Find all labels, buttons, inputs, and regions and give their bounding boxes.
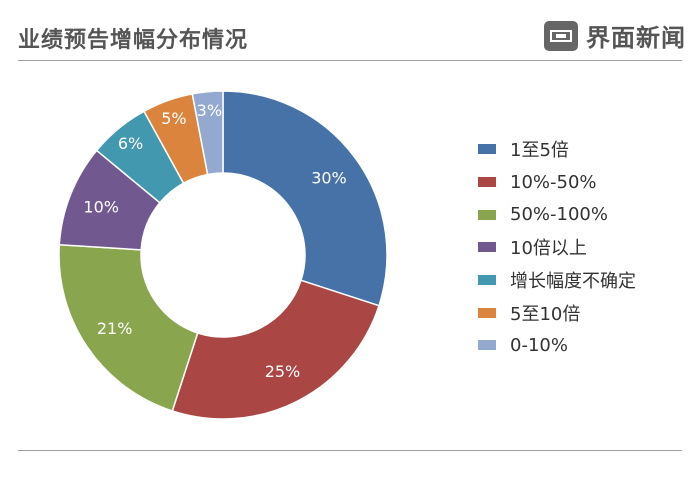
slice-2 [171, 279, 380, 420]
header-divider [18, 60, 682, 61]
legend-label: 5至10倍 [510, 303, 581, 325]
brand: 界面新闻 [544, 18, 686, 53]
legend-swatch [478, 242, 496, 253]
slice-3 [58, 243, 199, 412]
slice-label-1: 30% [311, 169, 347, 188]
legend-item-6: 5至10倍 [478, 296, 636, 329]
legend-label: 10%-50% [510, 171, 597, 193]
slice-label-4: 10% [83, 197, 119, 216]
slice-label-3: 21% [97, 319, 133, 338]
legend-item-5: 增长幅度不确定 [478, 264, 636, 297]
slice-label-2: 25% [265, 362, 301, 381]
legend-swatch [478, 144, 496, 155]
slice-label-5: 6% [118, 134, 143, 153]
legend-swatch [478, 307, 496, 318]
brand-name: 界面新闻 [586, 24, 686, 52]
slice-label-6: 5% [161, 109, 186, 128]
page-title: 业绩预告增幅分布情况 [18, 28, 249, 53]
legend-label: 1至5倍 [510, 140, 569, 162]
legend-item-7: 0-10% [478, 329, 636, 362]
slice-label-7: 3% [197, 101, 222, 120]
footer-divider [18, 450, 682, 451]
legend-label: 50%-100% [510, 204, 608, 226]
legend-swatch [478, 209, 496, 220]
legend-label: 10倍以上 [510, 238, 587, 260]
legend-swatch [478, 340, 496, 351]
brand-logo-icon [544, 20, 578, 51]
legend-item-1: 1至5倍 [478, 133, 636, 166]
legend-item-2: 10%-50% [478, 166, 636, 199]
legend-item-3: 50%-100% [478, 198, 636, 231]
legend-swatch [478, 275, 496, 286]
slice-1 [222, 90, 388, 307]
legend-label: 0-10% [510, 334, 568, 356]
slice-7 [191, 90, 224, 176]
chart-legend: 1至5倍 10%-50% 50%-100% 10倍以上增长幅度不确定 5至10倍 0-10… [478, 133, 636, 362]
legend-swatch [478, 177, 496, 188]
legend-item-4: 10倍以上 [478, 231, 636, 264]
legend-label: 增长幅度不确定 [510, 271, 636, 293]
